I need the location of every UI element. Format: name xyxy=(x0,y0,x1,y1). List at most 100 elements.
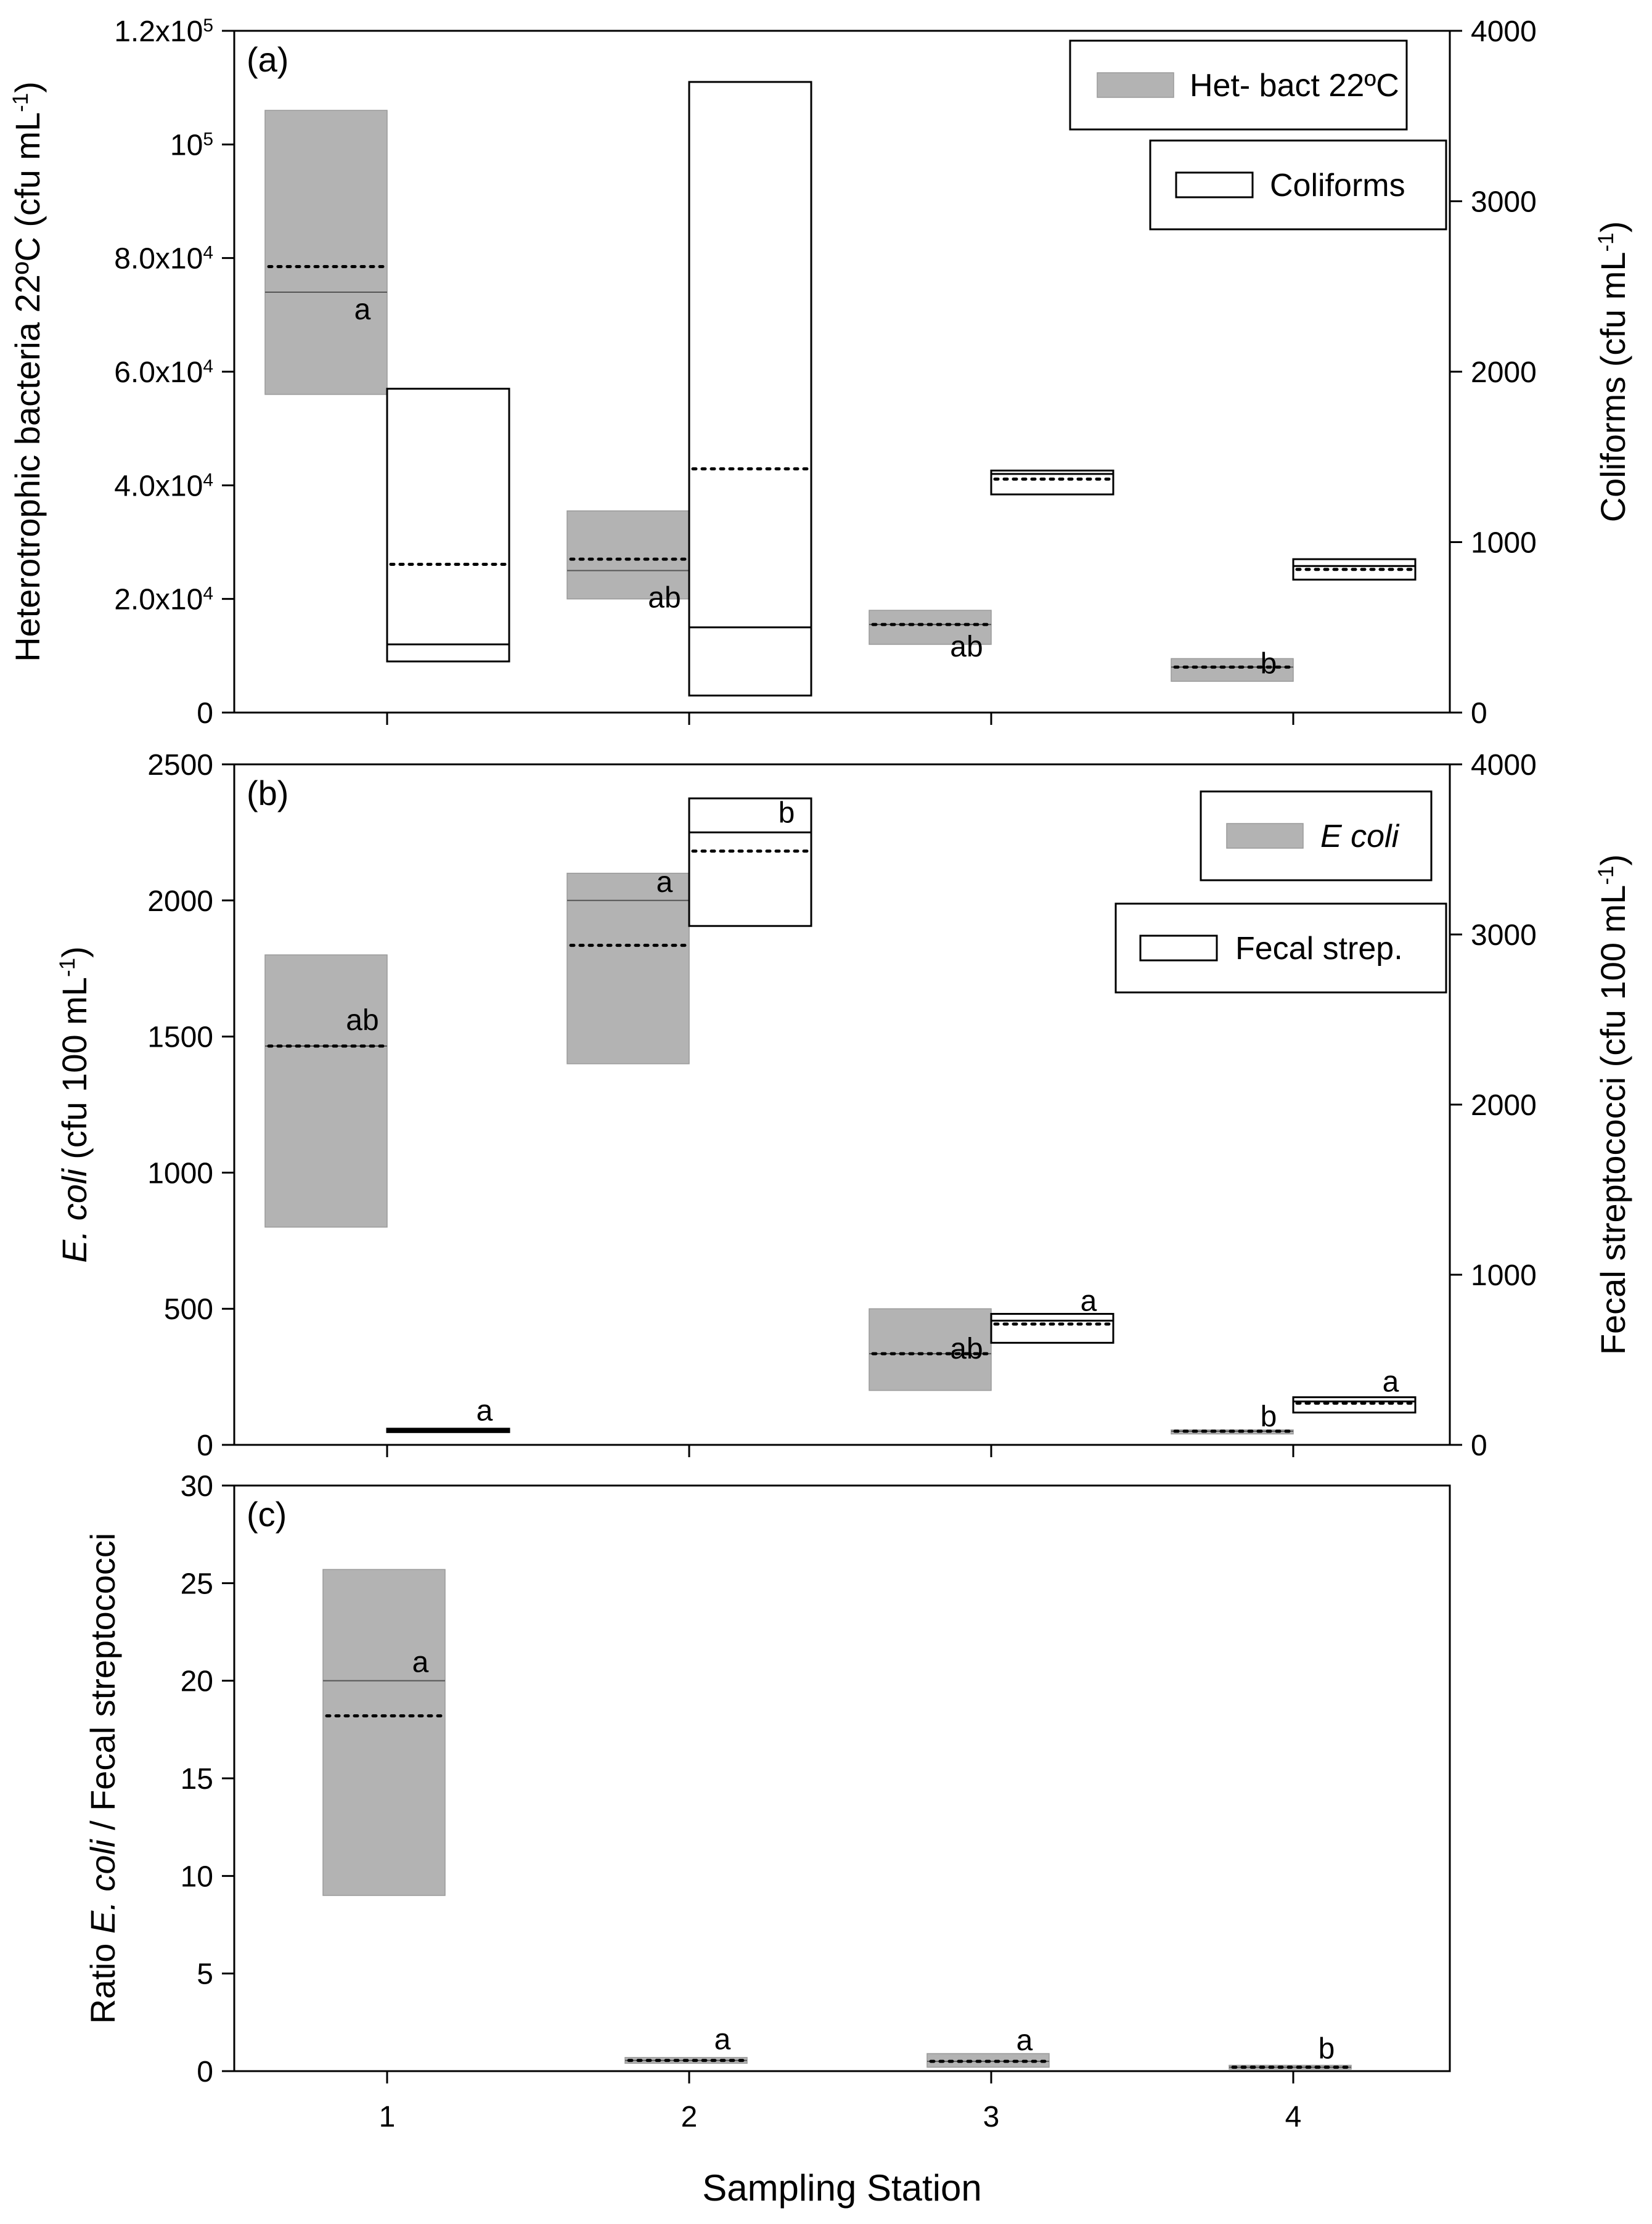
y-left-tick-label-part: 4.0x10 xyxy=(114,470,203,502)
y-left-tick-label-part: 2500 xyxy=(147,749,213,782)
y-right-tick-label: 1000 xyxy=(1471,1259,1537,1292)
y-left-tick-label: 6.0x104 xyxy=(114,356,213,390)
y-left-tick-label: 8.0x104 xyxy=(114,242,213,276)
panel-b: (b) 0 500 1000 1500 2000 2500 0 1000 2000 3000 4000… xyxy=(55,749,1632,1462)
legend-label: Coliforms xyxy=(1270,168,1405,203)
x-tick-label: 4 xyxy=(1285,2101,1302,2133)
y-left-axis-label-part: ) xyxy=(55,946,94,958)
y-left-axis-label-part: E. coli xyxy=(83,1839,122,1934)
y-right-tick-label: 1000 xyxy=(1471,527,1537,560)
y-left-tick-label-part: 5 xyxy=(203,15,213,36)
y-left-axis-label-part: / Fecal streptococci xyxy=(83,1533,122,1840)
y-left-tick-label: 0 xyxy=(197,697,213,730)
y-right-axis-label: Coliforms (cfu mL-1) xyxy=(1593,221,1632,523)
y-left-tick-label-part: 1500 xyxy=(147,1021,213,1054)
box-filled xyxy=(1171,658,1294,682)
y-right-tick-label: 0 xyxy=(1471,697,1487,730)
box-filled xyxy=(566,872,690,1065)
y-left-tick-label: 4.0x104 xyxy=(114,470,213,503)
legend-label: Fecal strep. xyxy=(1235,931,1403,967)
y-left-axis-label: Ratio E. coli / Fecal streptococci xyxy=(83,1533,122,2024)
box-open xyxy=(688,81,812,697)
y-left-tick-label-part: 1.2x10 xyxy=(114,15,203,48)
x-tick-label: 1 xyxy=(379,2101,396,2133)
x-tick-label: 2 xyxy=(681,2101,698,2133)
y-left-tick-label-part: 1000 xyxy=(147,1157,213,1190)
legend-label: E coli xyxy=(1320,819,1400,854)
y-right-tick-label: 0 xyxy=(1471,1429,1487,1462)
y-left-tick-label-part: 5 xyxy=(197,1958,213,1991)
x-axis-title: Sampling Station xyxy=(702,2167,982,2209)
box-open xyxy=(1292,1396,1417,1414)
legend-filled: E coli xyxy=(1200,790,1433,881)
significance-letter: a xyxy=(1016,2024,1033,2057)
y-left-tick-label: 1000 xyxy=(147,1157,213,1190)
y-right-tick-label: 4000 xyxy=(1471,749,1537,782)
y-left-axis-label: Heterotrophic bacteria 22ºC (cfu mL-1) xyxy=(8,81,47,662)
y-left-tick-label-part: 25 xyxy=(181,1568,213,1600)
y-right-tick-label: 3000 xyxy=(1471,186,1537,219)
y-left-tick-label-part: 20 xyxy=(181,1666,213,1698)
y-right-axis-label-part: ) xyxy=(1593,221,1632,233)
y-left-tick-label: 20 xyxy=(181,1666,213,1698)
y-right-axis-label-part: Fecal streptococci (cfu 100 mL xyxy=(1593,885,1632,1355)
panel-label: (a) xyxy=(247,40,288,79)
y-right-axis-label-part: Coliforms (cfu mL xyxy=(1593,252,1632,523)
y-left-axis-label-part: E. coli xyxy=(55,1168,94,1263)
significance-letter: b xyxy=(1261,647,1277,680)
y-left-tick-label-part: 500 xyxy=(164,1293,213,1326)
panel-a: (a)02.0x1044.0x1046.0x1048.0x1041051.2x1… xyxy=(8,15,1632,730)
y-left-tick-label: 0 xyxy=(197,2056,213,2088)
legend-swatch xyxy=(1097,72,1174,98)
y-right-tick-label: 3000 xyxy=(1471,919,1537,952)
y-left-tick-label-part: 4 xyxy=(203,242,213,263)
y-left-tick-label-part: 0 xyxy=(197,697,213,730)
significance-letter: b xyxy=(1261,1400,1277,1433)
box-filled xyxy=(322,1569,446,1896)
panel-label: (b) xyxy=(247,774,288,812)
significance-letter: ab xyxy=(346,1004,378,1037)
box-filled xyxy=(869,1308,992,1391)
y-left-axis-label-part: (cfu 100 mL xyxy=(55,977,94,1169)
y-left-tick-label: 0 xyxy=(197,1429,213,1462)
significance-letter: a xyxy=(656,866,673,899)
y-left-tick-label-part: 6.0x10 xyxy=(114,356,203,389)
significance-letter: ab xyxy=(950,1333,983,1365)
y-left-tick-label-part: 4 xyxy=(203,470,213,490)
y-right-tick-label: 2000 xyxy=(1471,356,1537,389)
y-left-tick-label: 500 xyxy=(164,1293,213,1326)
panel-c: (c) 0 5 10 15 20 25 30 1 2 3 4 Ratio E. coli / Fecal… xyxy=(83,1470,1451,2209)
significance-letter: a xyxy=(1081,1285,1097,1318)
significance-letter: a xyxy=(412,1646,429,1679)
y-right-tick-label: 4000 xyxy=(1471,15,1537,48)
y-left-tick-label: 2000 xyxy=(147,885,213,918)
y-left-axis-label-part: -1 xyxy=(9,93,33,112)
y-left-tick-label: 15 xyxy=(181,1763,213,1796)
y-left-tick-label: 5 xyxy=(197,1958,213,1991)
y-right-axis-label-part: -1 xyxy=(1594,232,1618,251)
significance-letter: a xyxy=(476,1395,493,1428)
box-open xyxy=(386,388,510,663)
box-open xyxy=(990,1312,1114,1344)
y-right-axis-label-part: ) xyxy=(1593,854,1632,866)
y-left-tick-label-part: 30 xyxy=(181,1470,213,1503)
significance-letter: b xyxy=(779,796,795,829)
box-filled xyxy=(264,954,388,1228)
y-right-tick-label: 2000 xyxy=(1471,1089,1537,1122)
significance-letter: a xyxy=(714,2024,731,2056)
y-left-tick-label: 2.0x104 xyxy=(114,583,213,616)
legend-open: Coliforms xyxy=(1149,139,1447,231)
x-tick-label: 3 xyxy=(983,2101,1000,2133)
y-left-tick-label: 25 xyxy=(181,1568,213,1600)
y-left-tick-label: 2500 xyxy=(147,749,213,782)
y-left-tick-label: 10 xyxy=(181,1860,213,1893)
y-left-tick-label-part: 15 xyxy=(181,1763,213,1796)
significance-letter: ab xyxy=(950,631,983,663)
significance-letter: a xyxy=(1383,1366,1399,1399)
y-left-tick-label: 1500 xyxy=(147,1021,213,1054)
significance-letter: b xyxy=(1319,2033,1335,2066)
legend-open: Fecal strep. xyxy=(1114,902,1447,994)
legend-swatch xyxy=(1226,823,1304,849)
y-left-tick-label-part: 0 xyxy=(197,1429,213,1462)
y-right-axis-label-part: -1 xyxy=(1594,865,1618,885)
